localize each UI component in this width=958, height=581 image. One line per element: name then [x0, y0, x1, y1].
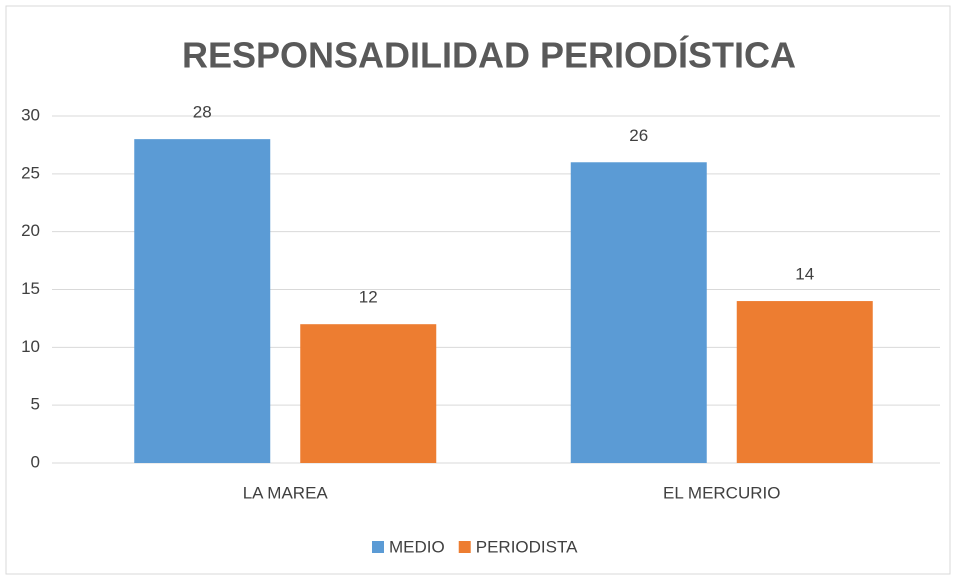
data-label: 14	[795, 265, 814, 284]
data-label: 12	[359, 288, 378, 307]
data-label: 26	[629, 126, 648, 145]
y-tick-label: 0	[31, 452, 40, 471]
y-tick-label: 25	[21, 163, 40, 182]
bar	[570, 162, 707, 463]
y-tick-label: 30	[21, 105, 40, 124]
bar	[300, 324, 437, 463]
legend-label: MEDIO	[389, 537, 445, 556]
bar	[134, 139, 271, 463]
legend-swatch	[458, 541, 471, 553]
y-tick-label: 20	[21, 221, 40, 240]
legend-label: PERIODISTA	[476, 537, 578, 556]
data-label: 28	[193, 103, 212, 122]
chart-title: RESPONSADILIDAD PERIODÍSTICA	[182, 35, 796, 76]
x-tick-label: LA MAREA	[243, 483, 329, 502]
x-tick-label: EL MERCURIO	[663, 483, 780, 502]
y-tick-label: 10	[21, 337, 40, 356]
legend-swatch	[372, 541, 384, 553]
y-tick-label: 5	[31, 395, 40, 414]
bar	[736, 301, 873, 463]
y-tick-label: 15	[21, 279, 40, 298]
